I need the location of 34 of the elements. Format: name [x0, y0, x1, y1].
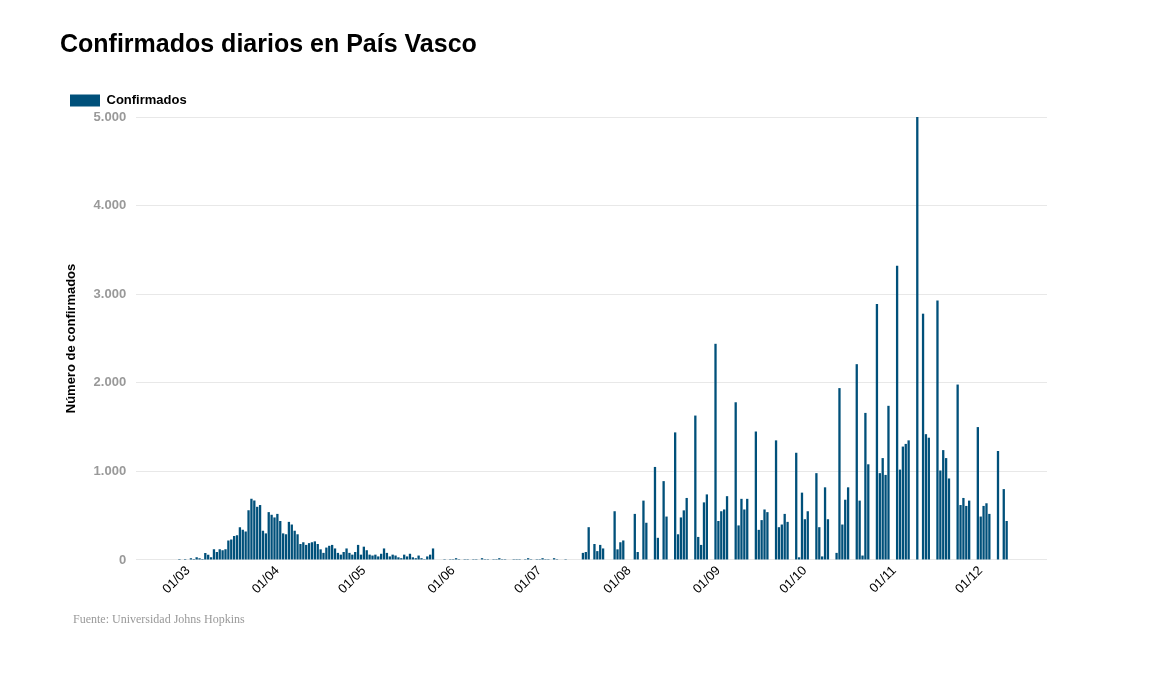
source-note: Fuente: Universidad Johns Hopkins	[73, 612, 245, 627]
legend-label: Confirmados	[106, 92, 187, 108]
bar	[838, 388, 841, 560]
bar	[766, 512, 769, 560]
bar	[936, 300, 939, 560]
bar	[985, 503, 988, 560]
bar	[962, 497, 965, 560]
bar	[296, 534, 299, 560]
y-tick-label: 1.000	[93, 462, 127, 478]
bar	[322, 552, 325, 560]
bar	[740, 498, 743, 560]
y-axis-title: Número de confirmados	[63, 263, 79, 414]
bar	[662, 481, 665, 560]
bar	[982, 505, 985, 560]
bar	[368, 554, 371, 560]
y-tick-label: 5.000	[93, 108, 127, 124]
y-tick-label: 4.000	[93, 197, 127, 213]
bar	[642, 500, 645, 560]
y-tick-label: 0	[118, 551, 127, 567]
chart-title: Confirmados diarios en País Vasco	[60, 28, 477, 57]
bar	[613, 511, 616, 560]
bar	[763, 509, 766, 560]
bar	[956, 384, 959, 560]
y-tick-label: 3.000	[93, 285, 127, 301]
bar	[273, 517, 276, 560]
bar	[593, 544, 596, 560]
bar	[887, 405, 890, 560]
y-tick-label: 2.000	[93, 374, 127, 390]
bar	[345, 548, 348, 560]
bar	[714, 343, 717, 560]
bar	[276, 513, 279, 560]
bar	[864, 412, 867, 560]
bar	[815, 473, 818, 560]
bar	[371, 555, 374, 560]
